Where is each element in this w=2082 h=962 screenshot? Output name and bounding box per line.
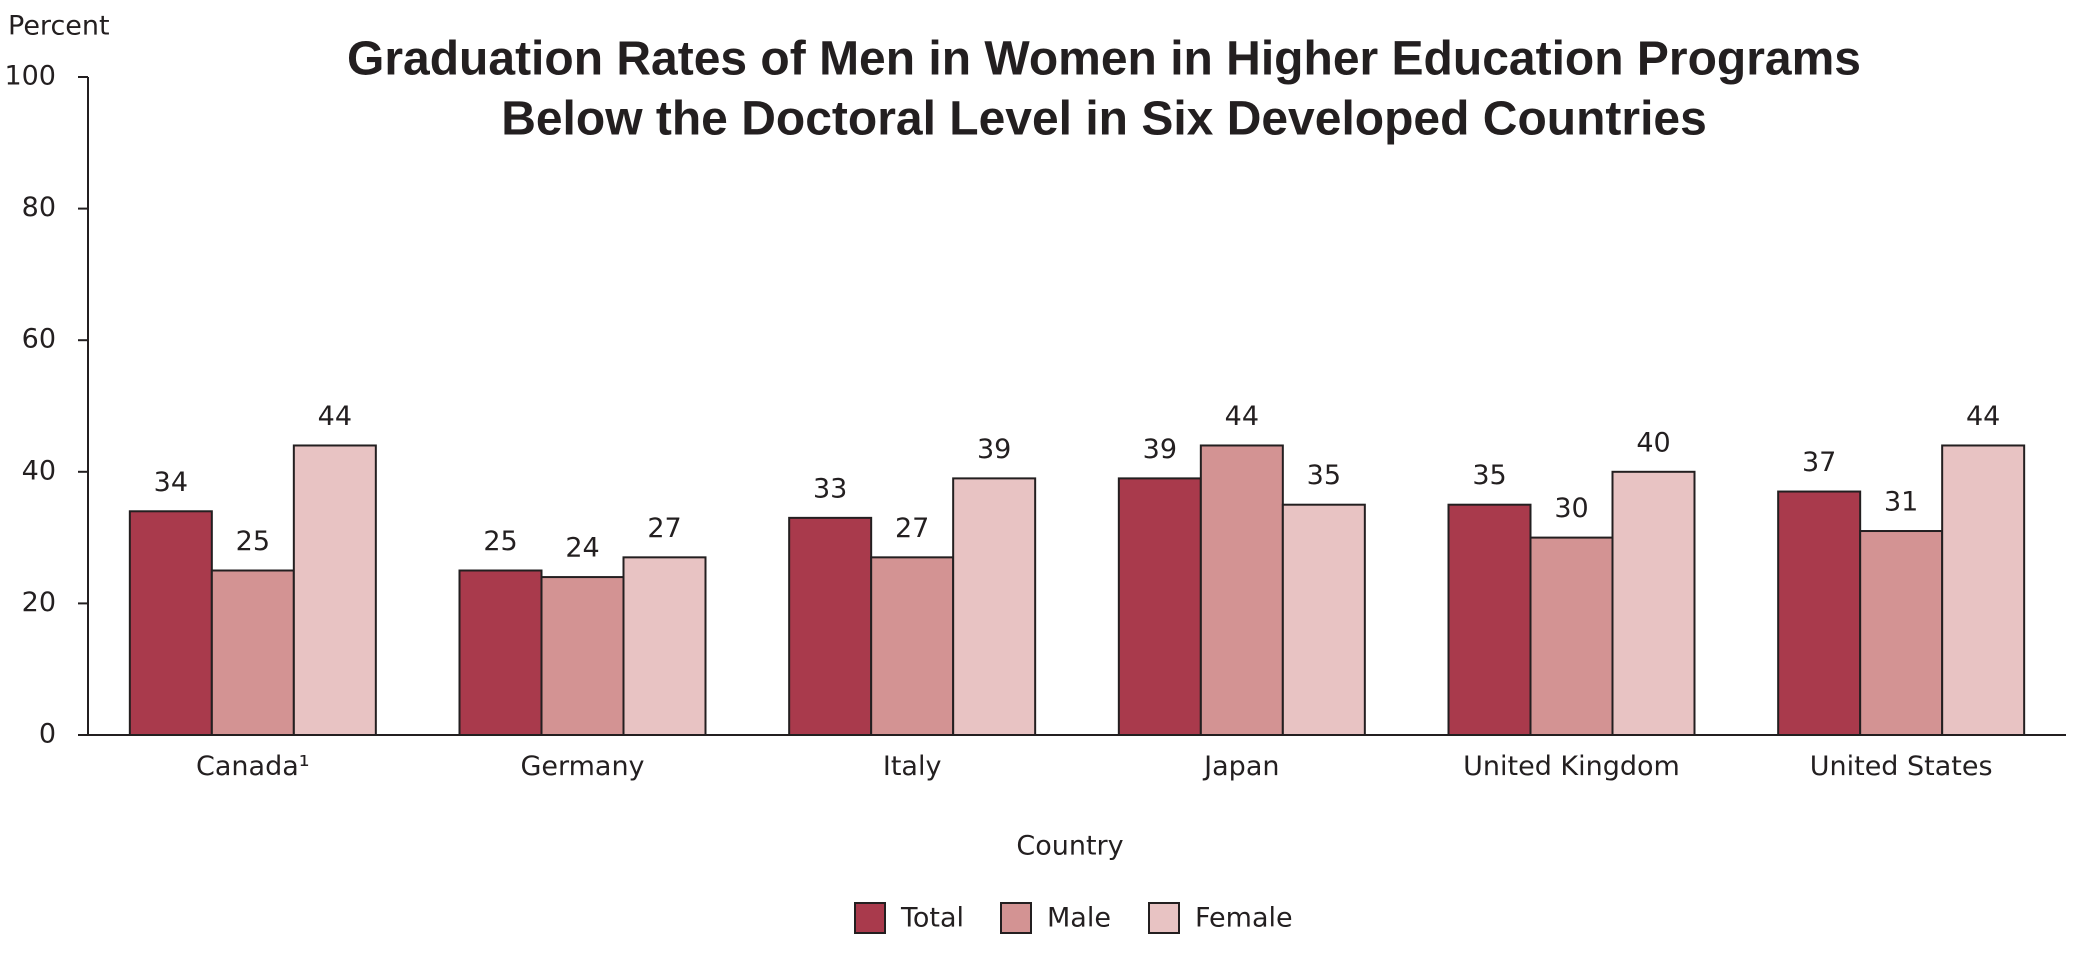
value-label: 34 — [154, 467, 188, 498]
bar — [622, 556, 707, 737]
bar — [1777, 490, 1862, 737]
legend-swatch — [1148, 902, 1180, 934]
value-label: 27 — [647, 513, 681, 544]
x-tick-label: Italy — [882, 751, 942, 782]
value-label: 33 — [813, 473, 847, 504]
bar — [458, 569, 543, 736]
value-label: 39 — [977, 434, 1011, 465]
value-label: 27 — [895, 513, 929, 544]
legend-label: Male — [1047, 903, 1111, 934]
bar — [952, 477, 1037, 736]
y-tick-label: 80 — [22, 192, 56, 223]
bar — [1859, 530, 1944, 737]
x-tick-label: Germany — [520, 751, 645, 782]
legend-swatch — [854, 902, 886, 934]
bar — [128, 510, 213, 736]
value-label: 24 — [565, 533, 599, 564]
bar — [1529, 536, 1614, 736]
value-label: 44 — [318, 401, 352, 432]
bar — [1611, 470, 1696, 736]
value-label: 31 — [1884, 487, 1918, 518]
bar — [1447, 503, 1532, 737]
value-label: 35 — [1307, 460, 1341, 491]
value-label: 25 — [236, 526, 270, 557]
y-tick-label: 100 — [4, 61, 56, 92]
bar — [1941, 444, 2026, 736]
x-axis-label: Country — [1016, 831, 1123, 862]
legend-label: Female — [1195, 903, 1293, 934]
value-label: 44 — [1225, 401, 1259, 432]
bar — [210, 569, 295, 736]
bar — [788, 516, 873, 736]
legend-label: Total — [900, 903, 964, 934]
y-tick-label: 60 — [22, 324, 56, 355]
value-label: 25 — [483, 526, 517, 557]
x-tick-label: Canada¹ — [196, 751, 310, 782]
bar — [1199, 444, 1284, 736]
chart-title: Below the Doctoral Level in Six Develope… — [501, 93, 1707, 146]
bar — [540, 576, 625, 737]
x-tick-label: United States — [1809, 751, 1993, 782]
value-label: 40 — [1636, 427, 1670, 458]
value-label: 37 — [1802, 447, 1836, 478]
x-tick-label: United Kingdom — [1463, 751, 1680, 782]
y-tick-label: 40 — [22, 455, 56, 486]
value-label: 35 — [1472, 460, 1506, 491]
bar — [870, 556, 955, 737]
value-label: 30 — [1554, 493, 1588, 524]
y-tick-label: 0 — [39, 719, 56, 750]
y-axis-label: Percent — [8, 11, 110, 42]
y-tick-label: 20 — [22, 587, 56, 618]
bar — [1117, 477, 1202, 736]
chart-title: Graduation Rates of Men in Women in High… — [347, 33, 1861, 86]
x-tick-label: Japan — [1204, 751, 1280, 782]
bar — [292, 444, 377, 736]
value-label: 39 — [1143, 434, 1177, 465]
bar — [1281, 503, 1366, 737]
legend-swatch — [1000, 902, 1032, 934]
value-label: 44 — [1966, 401, 2000, 432]
